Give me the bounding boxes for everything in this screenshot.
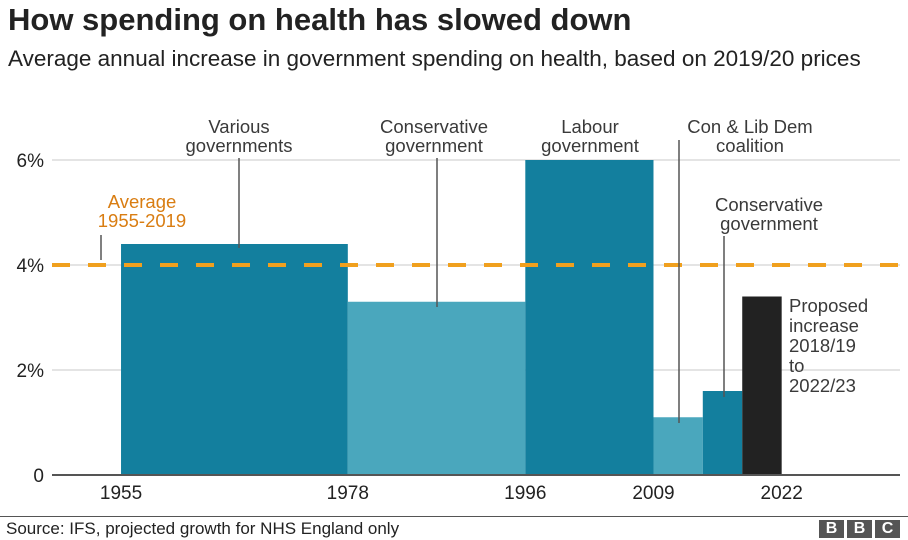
bar	[742, 296, 782, 475]
bar-annotation: Proposed increase 2018/19 to 2022/23	[789, 295, 868, 396]
footer-divider	[0, 516, 908, 517]
y-tick-label: 0	[33, 466, 44, 487]
bar	[702, 391, 743, 475]
chart: 0 2% 4% 6% Average 1955-2019 1955 1978 1996 2009 2…	[17, 116, 900, 504]
source-note: Source: IFS, projected growth for NHS En…	[6, 519, 400, 538]
bar	[121, 244, 348, 475]
bbc-logo-letter: B	[847, 520, 872, 538]
bar-annotation: Various governments	[186, 116, 293, 156]
x-tick-label: 2022	[761, 483, 803, 504]
y-tick-label: 2%	[17, 361, 45, 382]
bar-annotation: Labour government	[541, 116, 639, 156]
bar-annotation: Conservative government	[380, 116, 488, 156]
chart-title: How spending on health has slowed down	[8, 2, 632, 37]
chart-subtitle: Average annual increase in government sp…	[8, 46, 861, 71]
bbc-logo-letter: B	[819, 520, 844, 538]
y-tick-label: 4%	[17, 256, 45, 277]
bar-annotation: Con & Lib Dem coalition	[687, 116, 812, 156]
bar	[347, 301, 526, 475]
x-tick-label: 2009	[632, 483, 674, 504]
bar	[653, 417, 703, 475]
bar-annotation: Conservative government	[715, 194, 823, 234]
average-label: Average 1955-2019	[98, 191, 186, 231]
x-tick-label: 1955	[100, 483, 142, 504]
bar	[525, 160, 654, 475]
bbc-logo: B B C	[819, 520, 900, 538]
bbc-logo-letter: C	[875, 520, 900, 538]
x-tick-label: 1978	[327, 483, 369, 504]
y-tick-label: 6%	[17, 151, 45, 172]
x-tick-label: 1996	[504, 483, 546, 504]
